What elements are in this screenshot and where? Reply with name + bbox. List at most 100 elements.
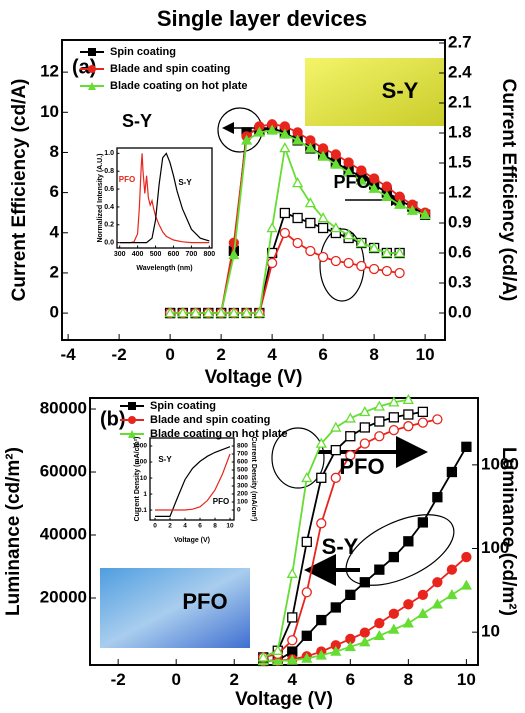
data-point <box>388 551 399 563</box>
y-tick-label: 1000 <box>133 443 148 450</box>
y-tick-label: 0.1 <box>138 507 147 514</box>
data-point <box>344 412 356 423</box>
x-tick-label: 0 <box>165 345 174 364</box>
data-point <box>402 393 414 405</box>
x-tick-label: 2 <box>229 670 238 689</box>
x-axis-label: Voltage (V) <box>235 689 333 710</box>
data-point <box>164 307 176 318</box>
y-tick-label: 80000 <box>40 399 87 418</box>
annotation: PFO <box>213 497 229 506</box>
y2-tick-label: 0.6 <box>448 242 472 261</box>
data-point <box>317 222 329 234</box>
legend-marker <box>88 82 96 90</box>
x-tick-label: 6 <box>198 523 202 530</box>
data-point <box>388 623 400 634</box>
x-tick-label: 300 <box>114 251 126 258</box>
data-point <box>301 652 313 663</box>
data-line <box>119 152 210 244</box>
data-point <box>394 247 406 258</box>
data-point <box>403 421 414 432</box>
data-point <box>359 406 371 417</box>
data-point <box>330 158 342 169</box>
data-point <box>345 450 356 461</box>
legend-label: Blade and spin coating <box>110 63 230 75</box>
data-point <box>388 608 399 619</box>
data-point <box>317 150 329 161</box>
data-point <box>403 536 414 547</box>
photo-pfo <box>100 568 250 648</box>
legend-label: Blade and spin coating <box>150 414 270 426</box>
y-tick-label: 100 <box>136 459 147 466</box>
data-point <box>301 630 312 641</box>
data-point <box>381 181 393 192</box>
data-point <box>330 472 341 483</box>
data-point <box>344 640 356 652</box>
y2-tick-label: 200 <box>237 491 248 498</box>
data-point <box>330 444 341 456</box>
data-point <box>343 166 355 177</box>
data-point <box>432 414 443 425</box>
data-point <box>253 307 265 318</box>
y-tick-label: 10 <box>40 102 59 121</box>
y-tick-label: 8 <box>50 142 59 161</box>
panel-label: (a) <box>72 56 96 78</box>
y2-tick-label: 800 <box>237 443 248 450</box>
y-tick-label: 60000 <box>40 462 87 481</box>
data-point <box>287 635 298 646</box>
data-point <box>305 245 316 257</box>
x-tick-label: 8 <box>369 345 378 364</box>
y2-tick-label: 500 <box>237 467 248 474</box>
data-point <box>343 229 355 240</box>
y2-tick-label: 0.3 <box>448 272 472 291</box>
data-point <box>460 579 472 590</box>
y-tick-label: 2 <box>50 262 59 281</box>
x-tick-label: 6 <box>318 345 327 364</box>
legend-marker <box>128 416 136 424</box>
data-point <box>241 307 253 318</box>
data-point <box>279 142 291 153</box>
y2-tick-label: 10 <box>481 622 500 641</box>
data-point <box>345 431 356 442</box>
y-tick-label: 10 <box>140 475 148 482</box>
data-point <box>279 128 291 139</box>
y2-tick-label: 100 <box>481 538 509 557</box>
data-point <box>356 260 367 272</box>
data-point <box>368 263 380 275</box>
data-point <box>446 589 458 600</box>
y-axis-label: Normalized Intensity (A.U.) <box>97 153 104 242</box>
data-point <box>403 599 414 610</box>
y2-axis-label: Current Efficiency (cd/A) <box>498 79 519 302</box>
x-tick-label: 4 <box>267 345 277 364</box>
data-point <box>343 257 354 269</box>
annotation: S-Y <box>178 178 192 187</box>
x-axis-label: Voltage (V) <box>205 367 303 388</box>
plot-frame <box>116 147 213 249</box>
data-point <box>373 629 385 641</box>
data-point <box>432 492 443 503</box>
annotation: PFO <box>333 172 370 192</box>
data-point <box>368 173 380 184</box>
x-tick-label: 10 <box>457 670 476 689</box>
y-tick-label: 4 <box>50 222 60 241</box>
x-axis-label: Wavelength (nm) <box>136 265 192 272</box>
x-tick-label: 0 <box>171 670 180 689</box>
y2-axis-label: Current Density (mA/cm²) <box>250 437 257 522</box>
data-point <box>431 598 443 609</box>
annotation: PFO <box>339 454 384 479</box>
x-tick-label: -2 <box>111 670 126 689</box>
plot-frame <box>89 397 479 666</box>
data-point <box>373 400 385 411</box>
data-point <box>317 251 329 263</box>
legend-marker <box>88 48 96 56</box>
data-point <box>316 518 327 529</box>
x-tick-label: 2 <box>216 345 225 364</box>
annotation: PFO <box>119 175 135 184</box>
data-point <box>228 307 240 318</box>
data-point <box>355 237 367 248</box>
data-point <box>292 237 303 249</box>
legend-label: Blade coating on hot plate <box>110 80 248 92</box>
x-tick-label: 600 <box>168 251 180 258</box>
data-point <box>287 612 298 623</box>
data-point <box>266 257 278 269</box>
